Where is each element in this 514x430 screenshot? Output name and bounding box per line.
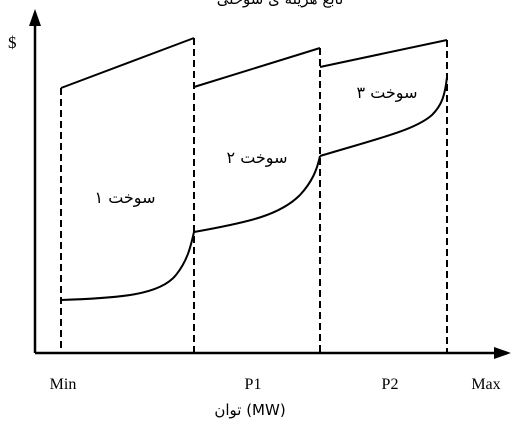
- top-caption: تابع هزینه ی سوختی: [217, 0, 344, 8]
- x-tick-min: Min: [50, 376, 77, 393]
- segment-boundaries: [60, 38, 448, 353]
- upper-line-fuel-1: [60, 37, 195, 89]
- x-axis-arrowhead: [494, 347, 511, 359]
- cost-curve-fuel-2: [193, 155, 321, 233]
- cost-curves: [60, 76, 448, 301]
- upper-lines: [60, 37, 448, 89]
- y-axis-arrowhead: [29, 9, 41, 26]
- x-tick-max: Max: [471, 376, 500, 393]
- region-label-fuel-3: سوخت ۳: [357, 83, 418, 103]
- x-axis: [35, 347, 511, 359]
- y-axis: [29, 9, 41, 353]
- x-tick-p1: P1: [245, 376, 262, 393]
- upper-line-fuel-3: [319, 39, 448, 68]
- region-label-fuel-2: سوخت ۲: [227, 148, 288, 168]
- cost-curve-fuel-3: [319, 76, 448, 157]
- x-axis-name: توان (MW): [214, 401, 285, 419]
- y-axis-label: $: [8, 33, 17, 52]
- upper-line-fuel-2: [193, 47, 321, 88]
- region-label-fuel-1: سوخت ۱: [95, 188, 156, 208]
- cost-curve-fuel-1: [60, 231, 195, 301]
- x-tick-p2: P2: [382, 376, 399, 393]
